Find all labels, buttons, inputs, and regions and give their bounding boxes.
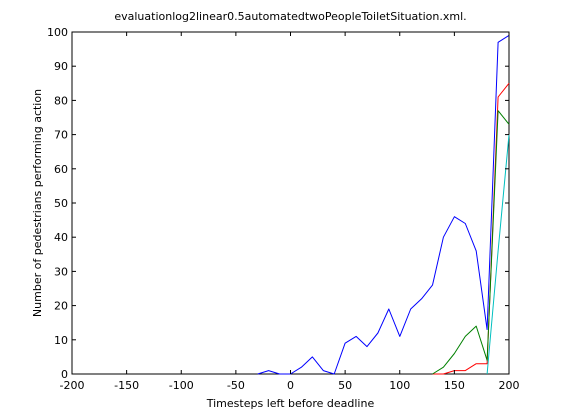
- y-tick-label: 10: [54, 334, 68, 347]
- plot-area: [71, 31, 510, 375]
- y-tick-label: 80: [54, 94, 68, 107]
- x-tick-label: -50: [227, 379, 245, 392]
- x-tick-label: 100: [389, 379, 410, 392]
- y-axis-label: Number of pedestrians performing action: [31, 89, 44, 317]
- x-tick-label: 0: [287, 379, 294, 392]
- series-line-4: [486, 134, 510, 375]
- y-tick-label: 100: [47, 26, 68, 39]
- y-tick-label: 70: [54, 129, 68, 142]
- y-tick-label: 60: [54, 163, 68, 176]
- y-tick-label: 30: [54, 265, 68, 278]
- y-tick-label: 50: [54, 197, 68, 210]
- x-tick-label: 50: [338, 379, 352, 392]
- x-tick-label: -100: [169, 379, 194, 392]
- series-line-1: [257, 34, 510, 375]
- y-tick-label: 20: [54, 300, 68, 313]
- x-tick-label: -150: [114, 379, 139, 392]
- series-group: [257, 34, 510, 375]
- x-tick-label: 150: [444, 379, 465, 392]
- x-tick-label: 200: [499, 379, 520, 392]
- x-tick-label: -200: [60, 379, 85, 392]
- y-tick-label: 40: [54, 231, 68, 244]
- series-line-3: [432, 110, 510, 375]
- chart-title: evaluationlog2linear0.5automatedtwoPeopl…: [114, 10, 466, 23]
- plot-frame: [71, 31, 510, 375]
- axis-ticks: -200 -150 -100 -50 0 50 100 150 200 0 10 20 30 40 50 60…: [47, 26, 520, 392]
- y-tick-label: 90: [54, 60, 68, 73]
- y-tick-label: 0: [61, 368, 68, 381]
- x-axis-label: Timesteps left before deadline: [206, 397, 375, 410]
